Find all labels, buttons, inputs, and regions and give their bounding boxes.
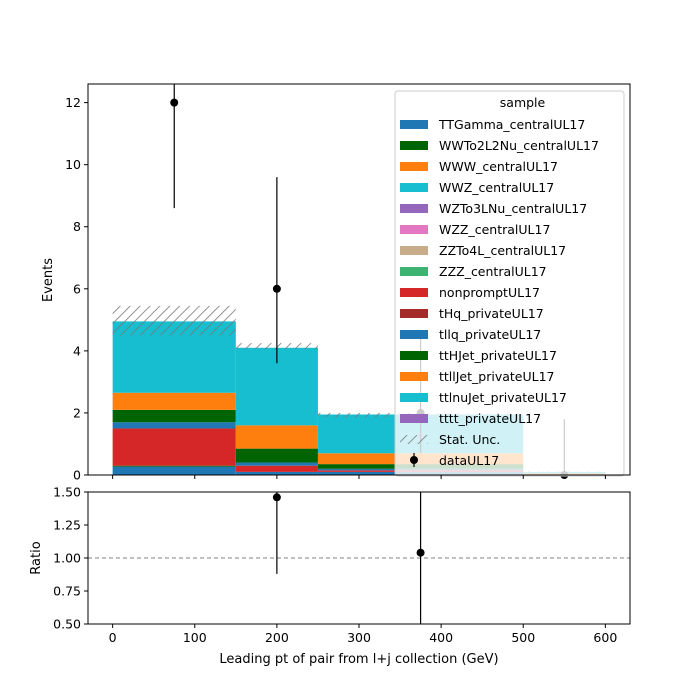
legend-label-thq-privateul17: tHq_privateUL17	[439, 306, 544, 321]
legend-label-dataul17: dataUL17	[439, 453, 499, 468]
legend-label-wwto2l2nu-centralul17: WWTo2L2Nu_centralUL17	[439, 138, 599, 153]
legend-swatch-tllq-privateul17	[400, 330, 428, 339]
x-tick-label: 100	[183, 630, 207, 645]
legend-swatch-wzz-centralul17	[400, 225, 428, 234]
legend-swatch-ttlljet-privateul17	[400, 372, 428, 381]
legend: sample TTGamma_centralUL17 WWTo2L2Nu_centr…	[394, 90, 625, 477]
bar-ttlljet-privateul17-bin-0	[112, 392, 236, 410]
bar-tllq-privateul17-bin-0	[112, 422, 236, 429]
legend-label-stat-unc-: Stat. Unc.	[439, 432, 500, 447]
ratio-y-axis-label: Ratio	[29, 541, 44, 574]
x-tick-label: 0	[109, 630, 117, 645]
legend-label-ttgamma-centralul17: TTGamma_centralUL17	[438, 117, 585, 132]
legend-label-ttlljet-privateul17: ttllJet_privateUL17	[439, 369, 555, 384]
legend-box	[394, 90, 625, 477]
legend-swatch-zzto4l-centralul17	[400, 246, 428, 255]
bar-tllq-privateul17-bin-1	[235, 462, 318, 466]
data-point-1	[272, 284, 281, 293]
legend-label-tttt-privateul17: tttt_privateUL17	[439, 411, 541, 426]
legend-swatch-ttgamma-centralul17	[400, 120, 428, 129]
legend-swatch-nonpromptul17	[400, 288, 428, 297]
main-y-tick-label: 2	[73, 405, 81, 420]
ratio-y-tick-label: 1.00	[53, 551, 81, 566]
legend-swatch-wwz-centralul17	[400, 183, 428, 192]
bar-ttlljet-privateul17-bin-1	[235, 425, 318, 449]
legend-label-zzto4l-centralul17: ZZTo4L_centralUL17	[439, 243, 566, 258]
legend-swatch-thq-privateul17	[400, 309, 428, 318]
x-tick-label: 600	[593, 630, 617, 645]
legend-label-ttlnujet-privateul17: ttlnuJet_privateUL17	[439, 390, 567, 405]
ratio-y-tick-label: 1.25	[53, 518, 81, 533]
legend-label-wwz-centralul17: WWZ_centralUL17	[439, 180, 554, 195]
main-y-tick-label: 8	[73, 219, 81, 234]
data-point-0	[170, 98, 179, 107]
x-axis-label: Leading pt of pair from l+j collection (…	[219, 652, 498, 667]
ratio-y-tick-label: 0.50	[53, 617, 81, 632]
main-y-axis: 0 2 4 6 8 10 12	[65, 95, 88, 483]
x-tick-label: 300	[347, 630, 371, 645]
main-y-tick-label: 10	[65, 157, 81, 172]
main-y-tick-label: 4	[73, 343, 81, 358]
legend-data-marker	[410, 456, 418, 464]
ratio-y-tick-label: 0.75	[53, 584, 81, 599]
main-y-tick-label: 6	[73, 281, 81, 296]
legend-swatch-stat-unc	[400, 435, 428, 444]
legend-label-tthjet-privateul17: ttHJet_privateUL17	[439, 348, 557, 363]
legend-label-nonpromptul17: nonpromptUL17	[439, 285, 540, 300]
bar-tthjet-privateul17-bin-0	[112, 409, 236, 423]
ratio-plot-frame	[87, 491, 631, 625]
main-y-axis-label: Events	[41, 258, 56, 302]
ratio-point-0	[272, 493, 281, 502]
legend-label-zzz-centralul17: ZZZ_centralUL17	[439, 264, 547, 279]
legend-swatch-www-centralul17	[400, 162, 428, 171]
ratio-y-axis: 0.50 0.75 1.00 1.25 1.50	[53, 485, 88, 632]
legend-label-wzz-centralul17: WZZ_centralUL17	[439, 222, 550, 237]
bar-wwto2l2nu-centralul17-bin-0	[112, 465, 236, 467]
ratio-x-axis: 0 100 200 300 400 500 600	[109, 624, 617, 645]
ratio-content	[88, 492, 630, 624]
bar-tthjet-privateul17-bin-1	[235, 448, 318, 463]
stat-unc-bin-0	[112, 305, 236, 336]
legend-swatch-wzto3lnu-centralul17	[400, 204, 428, 213]
ratio-y-tick-label: 1.50	[53, 485, 81, 500]
bar-nonpromptul17-bin-0	[112, 428, 236, 466]
x-tick-label: 200	[265, 630, 289, 645]
legend-label-www-centralul17: WWW_centralUL17	[439, 159, 558, 174]
legend-swatch-ttlnujet-privateul17	[400, 393, 428, 402]
main-y-tick-label: 12	[65, 95, 81, 110]
legend-label-tllq-privateul17: tllq_privateUL17	[439, 327, 541, 342]
bar-ttgamma-centralul17-bin-1	[235, 471, 318, 475]
ratio-point-1	[416, 548, 425, 557]
bar-ttgamma-centralul17-bin-0	[112, 466, 236, 475]
legend-swatch-tttt-privateul17	[400, 414, 428, 423]
bar-nonpromptul17-bin-1	[235, 465, 318, 472]
legend-title: sample	[500, 95, 546, 110]
x-tick-label: 400	[429, 630, 453, 645]
legend-swatch-tthjet-privateul17	[400, 351, 428, 360]
legend-swatch-wwto2l2nu-centralul17	[400, 141, 428, 150]
main-x-tick-marks	[112, 475, 606, 479]
x-tick-label: 500	[511, 630, 535, 645]
main-y-tick-label: 0	[73, 468, 81, 483]
legend-swatch-zzz-centralul17	[400, 267, 428, 276]
legend-label-wzto3lnu-centralul17: WZTo3LNu_centralUL17	[439, 201, 587, 216]
